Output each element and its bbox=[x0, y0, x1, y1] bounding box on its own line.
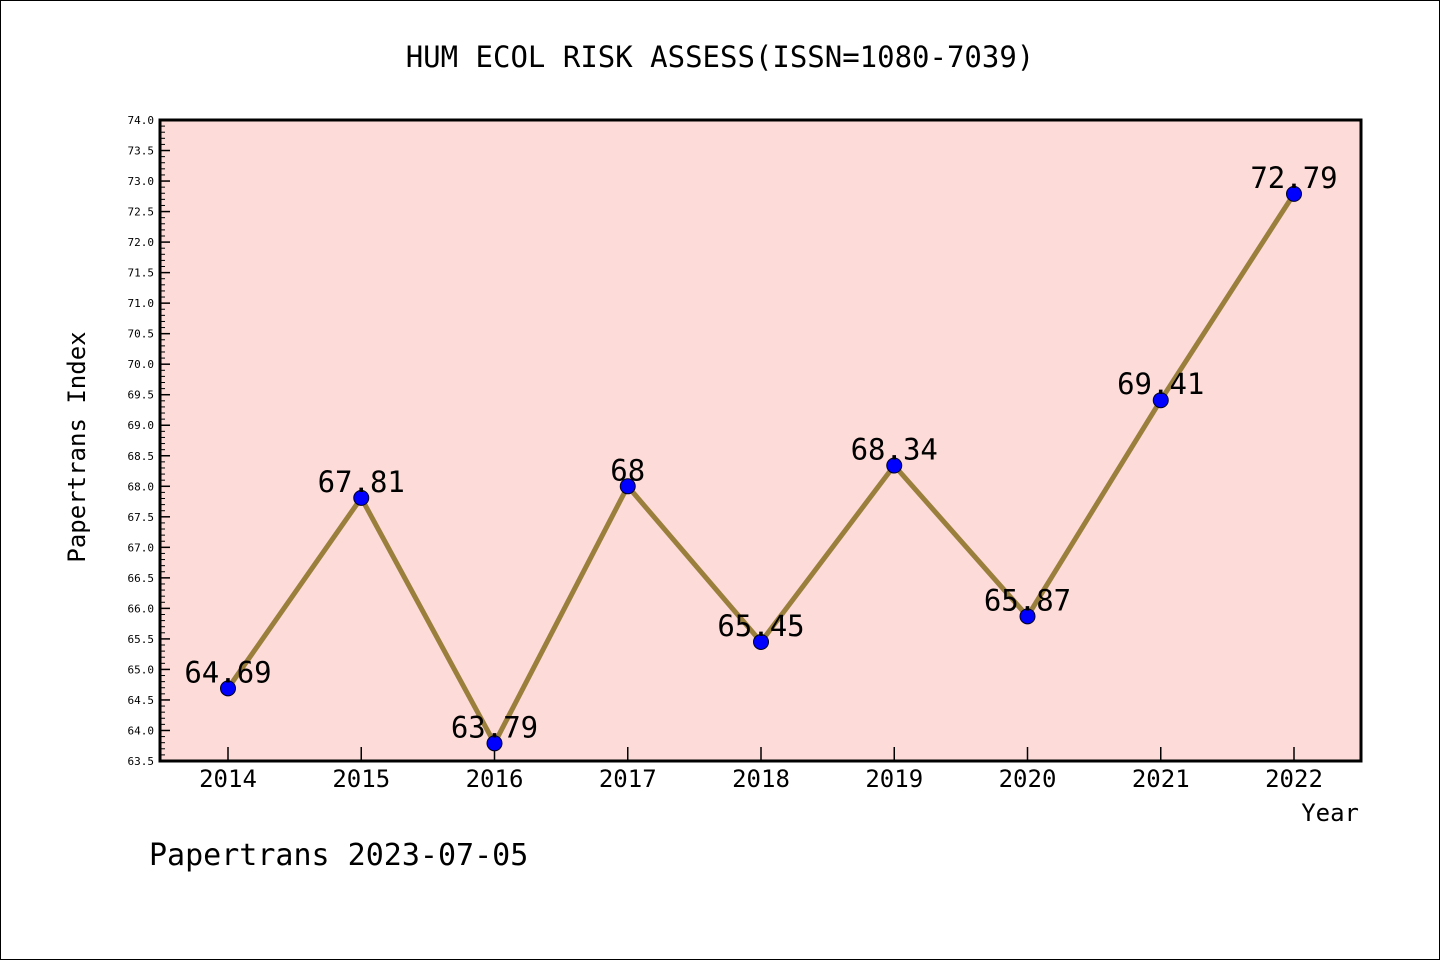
x-axis-label: Year bbox=[1301, 799, 1359, 827]
x-tick-label: 2021 bbox=[1132, 765, 1190, 793]
series-papertrans-index bbox=[220, 185, 1302, 752]
y-tick-label: 73.0 bbox=[128, 175, 155, 188]
data-point-2018 bbox=[753, 633, 769, 650]
y-tick-label: 73.5 bbox=[128, 145, 155, 158]
x-tick-label: 2017 bbox=[599, 765, 657, 793]
data-label-2015: 67.81 bbox=[318, 465, 405, 499]
y-axis: 63.5 64.0 64.5 65.0 65.5 66.0 66.5 67.0 67.5 68.0… bbox=[128, 114, 170, 768]
y-tick-label: 64.0 bbox=[128, 724, 155, 737]
y-tick-label: 72.5 bbox=[128, 206, 155, 219]
data-label-2017: 68 bbox=[610, 453, 645, 487]
plot-area bbox=[158, 118, 1363, 763]
data-point-2021 bbox=[1152, 392, 1169, 409]
y-tick-label: 74.0 bbox=[128, 114, 155, 127]
x-axis: 2014 2015 2016 2017 2018 2019 2020 2021 2022 bbox=[199, 747, 1323, 793]
data-label-2021: 69.41 bbox=[1117, 367, 1204, 401]
watermark-text: Papertrans 2023-07-05 bbox=[149, 838, 528, 873]
x-tick-label: 2022 bbox=[1265, 765, 1323, 793]
data-point-2020 bbox=[1019, 608, 1036, 625]
y-axis-label: Papertrans Index bbox=[63, 331, 91, 562]
y-tick-label: 72.0 bbox=[128, 236, 155, 249]
data-label-2019: 68.34 bbox=[851, 433, 938, 467]
y-tick-label: 71.0 bbox=[128, 297, 155, 310]
data-label-2016: 63.79 bbox=[451, 710, 538, 744]
y-tick-label: 66.0 bbox=[128, 602, 155, 615]
y-tick-label: 71.5 bbox=[128, 267, 155, 280]
data-labels: 64.69 67.81 63.79 68 65.45 68.34 65.87 69.41 72.… bbox=[184, 161, 1337, 744]
data-point-2022 bbox=[1286, 185, 1302, 202]
data-point-2017 bbox=[619, 478, 636, 495]
data-point-2019 bbox=[886, 457, 903, 474]
data-point-2014 bbox=[220, 680, 236, 697]
y-tick-label: 67.0 bbox=[128, 541, 155, 554]
data-point-2016 bbox=[486, 735, 503, 752]
data-label-2022: 72.79 bbox=[1250, 161, 1337, 195]
y-tick-label: 68.0 bbox=[128, 480, 155, 493]
y-tick-label: 63.5 bbox=[128, 755, 155, 768]
y-tick-label: 64.5 bbox=[128, 694, 155, 707]
y-tick-label: 69.5 bbox=[128, 389, 155, 402]
x-tick-label: 2020 bbox=[999, 765, 1057, 793]
x-tick-label: 2015 bbox=[332, 765, 390, 793]
chart-title: HUM ECOL RISK ASSESS(ISSN=1080-7039) bbox=[406, 40, 1035, 74]
data-point-2015 bbox=[353, 489, 370, 506]
x-tick-label: 2018 bbox=[732, 765, 790, 793]
y-tick-label: 68.5 bbox=[128, 450, 155, 463]
data-label-2014: 64.69 bbox=[184, 655, 271, 689]
y-tick-label: 66.5 bbox=[128, 572, 155, 585]
y-tick-label: 69.0 bbox=[128, 419, 155, 432]
x-tick-label: 2016 bbox=[466, 765, 524, 793]
y-tick-label: 70.5 bbox=[128, 328, 155, 341]
y-tick-label: 67.5 bbox=[128, 511, 155, 524]
data-label-2018: 65.45 bbox=[717, 609, 804, 643]
y-tick-label: 65.5 bbox=[128, 633, 155, 646]
y-tick-label: 65.0 bbox=[128, 663, 155, 676]
x-tick-label: 2014 bbox=[199, 765, 257, 793]
x-tick-label: 2019 bbox=[865, 765, 923, 793]
y-tick-label: 70.0 bbox=[128, 358, 155, 371]
data-label-2020: 65.87 bbox=[984, 583, 1071, 617]
